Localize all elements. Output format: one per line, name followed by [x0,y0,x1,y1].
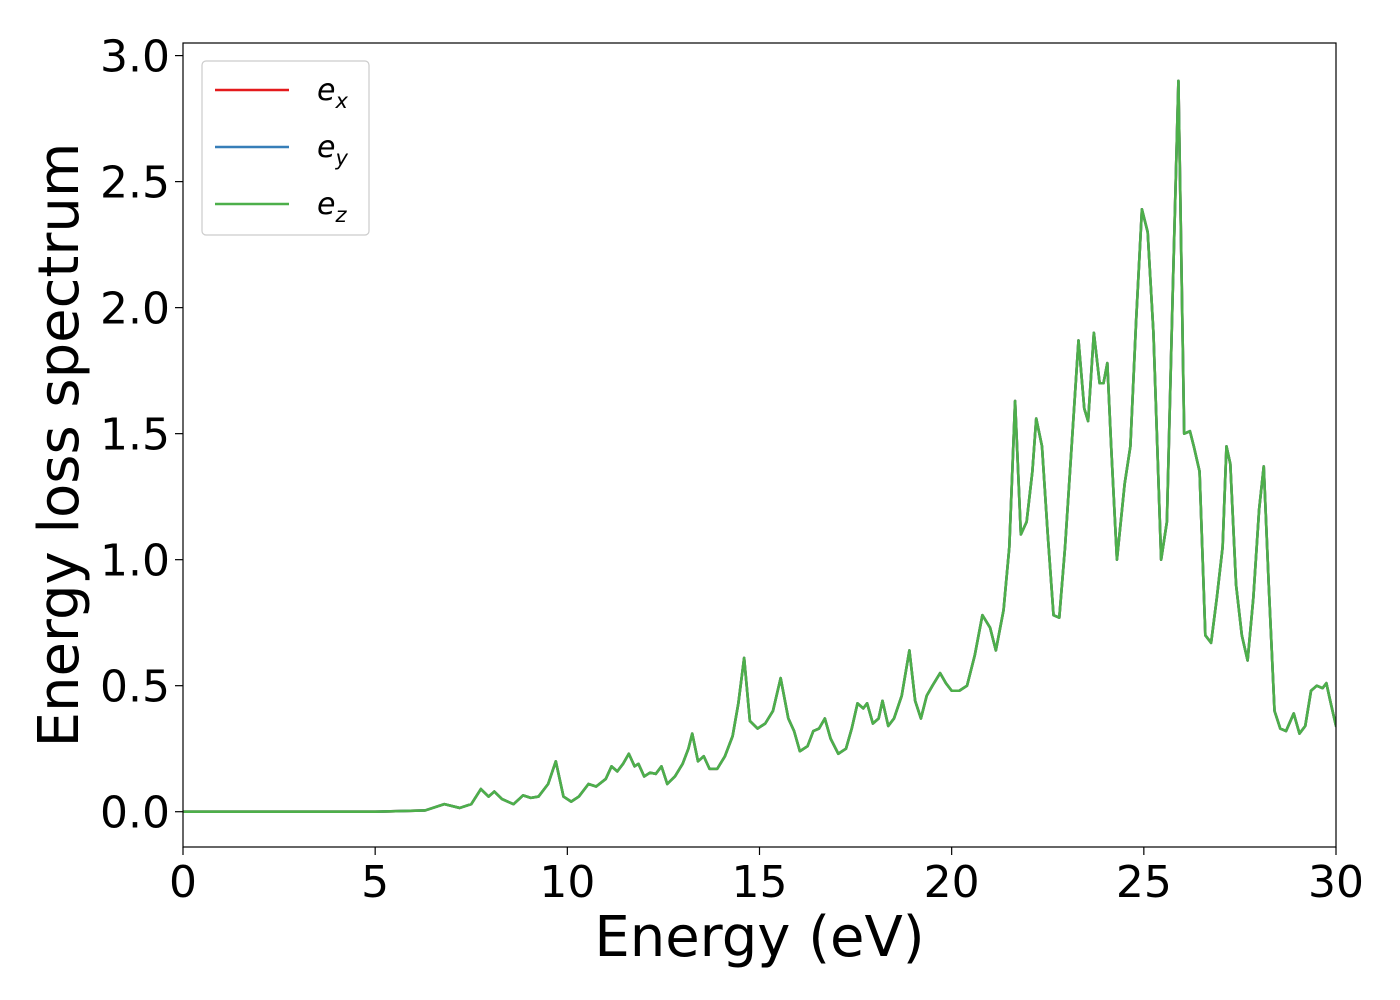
x-tick-label: 10 [539,857,595,908]
x-tick-label: 20 [924,857,980,908]
y-tick-label: 2.5 [100,158,170,209]
x-tick-label: 15 [732,857,788,908]
y-axis-label: Energy loss spectrum [27,143,92,748]
y-tick-label: 1.0 [100,536,170,587]
y-tick-label: 1.5 [100,410,170,461]
x-axis-ticks: 0 5 10 15 20 25 30 [169,847,1364,908]
x-tick-label: 0 [169,857,197,908]
x-axis-label: Energy (eV) [594,905,924,970]
x-tick-label: 25 [1116,857,1172,908]
x-tick-label: 30 [1308,857,1364,908]
series-layer [183,79,1336,814]
y-tick-label: 2.0 [100,284,170,335]
series-line-z [183,79,1336,814]
x-tick-label: 5 [361,857,389,908]
y-tick-label: 0.5 [100,662,170,713]
y-tick-label: 3.0 [100,32,170,83]
y-tick-label: 0.0 [100,788,170,839]
y-axis-ticks: 0.0 0.5 1.0 1.5 2.0 2.5 3.0 [100,32,183,839]
